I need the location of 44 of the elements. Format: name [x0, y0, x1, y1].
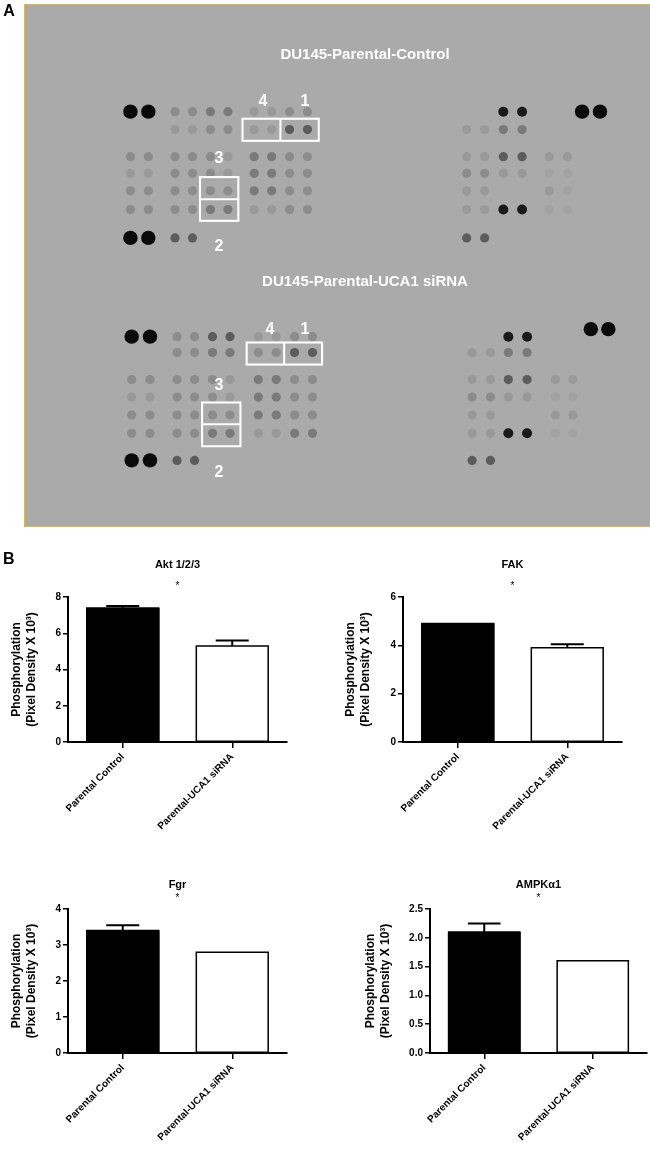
- y-tick-label: 0.0: [409, 1046, 424, 1058]
- y-tick-label: 1: [55, 1010, 62, 1022]
- y-tick-label: 4: [55, 663, 62, 675]
- text: *: [536, 891, 541, 903]
- chart-title: FAK: [501, 558, 524, 571]
- text: A: [3, 2, 15, 19]
- y-tick-label: 6: [55, 627, 62, 638]
- y-tick-label: 2: [55, 974, 62, 986]
- y-tick-label: 1.0: [409, 989, 424, 1001]
- text: 2: [214, 237, 224, 254]
- chart-title: Akt 1/2/3: [154, 558, 201, 571]
- y-axis-title: Phosphorylation (Pixel Density X 10³): [8, 612, 38, 727]
- y-tick-label: 2: [55, 699, 62, 711]
- text: *: [175, 891, 180, 903]
- y-tick-label: 0: [390, 735, 397, 747]
- y-tick-label: 4: [390, 639, 397, 651]
- text: 4: [258, 92, 268, 109]
- text: B: [3, 550, 15, 568]
- text: 3: [214, 149, 224, 166]
- y-tick-label: 0: [55, 735, 62, 747]
- y-tick-label: 8: [55, 590, 62, 602]
- text: 4: [265, 320, 275, 337]
- y-tick-label: 6: [390, 590, 397, 602]
- text: DU145-Parental-UCA1 siRNA: [262, 271, 468, 289]
- text: 2: [214, 463, 224, 480]
- chart-title: Fgr: [168, 878, 188, 891]
- y-tick-label: 3: [55, 938, 62, 950]
- text: *: [510, 579, 515, 591]
- text: *: [175, 579, 180, 591]
- y-axis-title: Phosphorylation (Pixel Density X 10³): [342, 612, 372, 727]
- text: DU145-Parental-Control: [280, 44, 450, 62]
- y-tick-label: 1.5: [409, 960, 424, 972]
- text: 3: [214, 376, 224, 393]
- text: 1: [300, 320, 310, 337]
- chart-title: AMPKα1: [515, 878, 562, 891]
- y-tick-label: 2.0: [409, 931, 424, 943]
- y-tick-label: 0: [55, 1046, 62, 1058]
- y-tick-label: 2.5: [409, 902, 424, 914]
- y-axis-title: Phosphorylation (Pixel Density X 10³): [8, 923, 38, 1039]
- y-tick-label: 4: [55, 902, 62, 914]
- y-tick-label: 2: [390, 687, 397, 699]
- text: 1: [300, 92, 310, 109]
- y-tick-label: 0.5: [409, 1017, 424, 1029]
- y-axis-title: Phosphorylation (Pixel Density X 10³): [362, 923, 392, 1039]
